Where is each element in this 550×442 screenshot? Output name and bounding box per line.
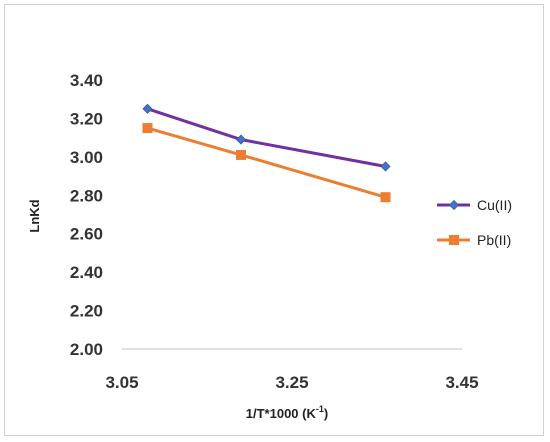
x-tick-label: 3.25 [275, 373, 308, 392]
legend-marker [448, 199, 460, 211]
legend-label: Cu(II) [477, 197, 512, 213]
legend: Cu(II) Pb(II) [437, 197, 512, 248]
data-point [142, 123, 153, 134]
x-axis-ticks: 3.05 3.25 3.45 [105, 373, 478, 392]
y-tick-label: 2.60 [70, 225, 103, 244]
data-point [380, 192, 391, 203]
data-point [236, 149, 246, 160]
data-point [380, 161, 391, 172]
y-tick-label: 2.20 [70, 302, 103, 321]
data-point [142, 103, 153, 114]
y-tick-label: 2.00 [70, 340, 103, 359]
y-tick-label: 3.20 [70, 109, 103, 128]
y-tick-label: 3.40 [70, 71, 103, 90]
y-axis-ticks: 3.40 3.20 3.00 2.80 2.60 2.40 2.20 2.00 [70, 71, 103, 359]
data-point [235, 134, 247, 145]
x-axis-title-superscript: -1 [316, 404, 324, 414]
x-axis-title-close: ) [324, 406, 328, 421]
series-line-2 [147, 126, 386, 199]
y-tick-label: 2.40 [70, 263, 103, 282]
legend-marker [449, 235, 459, 245]
x-axis-title-main: 1/T*1000 (K [246, 406, 317, 421]
x-tick-label: 3.05 [105, 373, 138, 392]
x-axis-title: 1/T*1000 (K-1) [246, 404, 328, 421]
chart-frame [4, 4, 544, 436]
x-tick-label: 3.45 [445, 373, 478, 392]
series-layer [142, 103, 391, 203]
y-tick-label: 2.80 [70, 186, 103, 205]
y-tick-label: 3.00 [70, 148, 103, 167]
y-axis-title: LnKd [27, 199, 42, 232]
legend-label: Pb(II) [477, 232, 511, 248]
